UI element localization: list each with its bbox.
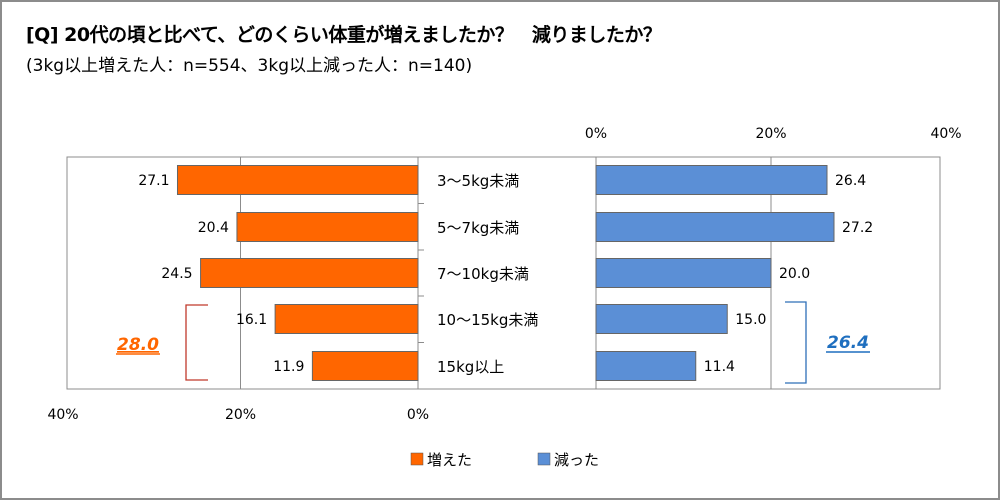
left-axis-tick: 20% bbox=[225, 407, 256, 423]
left-axis-tick: 0% bbox=[407, 407, 429, 423]
category-label-area bbox=[417, 156, 597, 390]
bar-decreased bbox=[595, 351, 697, 381]
bar-increased bbox=[274, 304, 419, 334]
data-label-decreased: 20.0 bbox=[779, 266, 810, 282]
bar-increased bbox=[236, 212, 419, 242]
chart-subtitle: (3kg以上増えた人：n=554、3kg以上減った人：n=140) bbox=[26, 56, 473, 76]
data-label-increased: 27.1 bbox=[138, 173, 169, 189]
data-label-decreased: 26.4 bbox=[835, 173, 866, 189]
increased-total-annotation: 28.0 bbox=[117, 335, 159, 355]
legend-swatch-decreased bbox=[537, 452, 551, 466]
legend-label-decreased: 減った bbox=[554, 451, 599, 469]
bar-decreased bbox=[595, 165, 828, 195]
category-label: 10〜15kg未満 bbox=[437, 311, 538, 329]
decreased-total-annotation: 26.4 bbox=[827, 333, 869, 353]
bar-decreased bbox=[595, 258, 772, 288]
bar-increased bbox=[176, 165, 419, 195]
data-label-decreased: 27.2 bbox=[842, 220, 873, 236]
left-axis-tick: 40% bbox=[47, 407, 78, 423]
category-label: 5〜7kg未満 bbox=[437, 219, 519, 237]
category-label: 7〜10kg未満 bbox=[437, 265, 529, 283]
right-axis-tick: 0% bbox=[585, 126, 607, 142]
data-label-increased: 20.4 bbox=[198, 220, 229, 236]
bar-decreased bbox=[595, 304, 728, 334]
bar-increased bbox=[200, 258, 419, 288]
data-label-increased: 24.5 bbox=[161, 266, 192, 282]
left-bracket bbox=[185, 304, 208, 381]
data-label-decreased: 15.0 bbox=[735, 312, 766, 328]
category-label: 3〜5kg未満 bbox=[437, 172, 519, 190]
data-label-increased: 11.9 bbox=[273, 359, 304, 375]
bar-decreased bbox=[595, 212, 835, 242]
right-axis-tick: 40% bbox=[930, 126, 961, 142]
legend-label-increased: 増えた bbox=[427, 451, 472, 469]
chart-title: [Q] 20代の頃と比べて、どのくらい体重が増えましたか？ 減りましたか？ bbox=[26, 24, 662, 46]
bar-increased bbox=[311, 351, 419, 381]
right-axis-tick: 20% bbox=[755, 126, 786, 142]
right-bracket bbox=[785, 301, 807, 384]
data-label-decreased: 11.4 bbox=[704, 359, 735, 375]
legend-swatch-increased bbox=[410, 452, 424, 466]
data-label-increased: 16.1 bbox=[236, 312, 267, 328]
category-label: 15kg以上 bbox=[437, 358, 504, 376]
